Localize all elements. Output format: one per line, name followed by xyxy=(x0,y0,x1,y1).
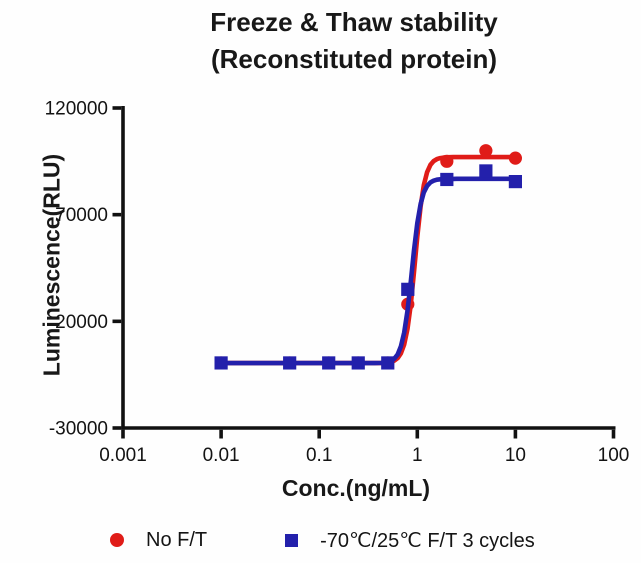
y-tick-label: 70000 xyxy=(55,205,108,226)
data-point-no-ft xyxy=(440,154,454,168)
data-point-ft-3-cycles xyxy=(283,356,297,370)
x-tick-label: 0.001 xyxy=(99,445,147,466)
x-tick-label: 1 xyxy=(412,445,423,466)
circle-marker-icon xyxy=(110,533,124,547)
y-tick-label: 120000 xyxy=(45,99,108,120)
data-point-ft-3-cycles xyxy=(322,356,336,370)
data-point-no-ft xyxy=(479,144,493,158)
data-point-ft-3-cycles xyxy=(214,356,228,370)
x-tick-label: 0.1 xyxy=(306,445,332,466)
data-point-ft-3-cycles xyxy=(508,175,522,189)
legend-label-ft-3-cycles: -70℃/25℃ F/T 3 cycles xyxy=(320,529,535,552)
data-point-no-ft xyxy=(508,151,522,165)
chart-title-line-2: (Reconstituted protein) xyxy=(211,44,497,74)
data-point-ft-3-cycles xyxy=(381,356,395,370)
square-marker-icon xyxy=(285,533,299,547)
y-tick-label: -30000 xyxy=(49,419,108,440)
y-tick-label: 20000 xyxy=(55,312,108,333)
data-point-ft-3-cycles xyxy=(351,356,365,370)
chart-title: Freeze & Thaw stability (Reconstituted p… xyxy=(64,4,641,78)
chart-title-line-1: Freeze & Thaw stability xyxy=(210,7,498,37)
curve-no-ft xyxy=(218,154,518,366)
legend-item-no-ft: No F/T xyxy=(110,529,207,552)
legend: No F/T -70℃/25℃ F/T 3 cycles xyxy=(110,524,535,556)
legend-item-ft-3-cycles: -70℃/25℃ F/T 3 cycles xyxy=(285,528,535,553)
curve-ft-3-cycles xyxy=(218,176,518,366)
legend-label-no-ft: No F/T xyxy=(146,528,208,551)
x-tick-label: 100 xyxy=(598,445,630,466)
data-point-ft-3-cycles xyxy=(401,282,415,296)
x-axis-title: Conc.(ng/mL) xyxy=(281,475,431,501)
x-tick-label: 0.01 xyxy=(203,445,240,466)
x-tick-label: 10 xyxy=(505,445,526,466)
data-point-ft-3-cycles xyxy=(479,164,493,178)
data-point-ft-3-cycles xyxy=(440,172,454,187)
